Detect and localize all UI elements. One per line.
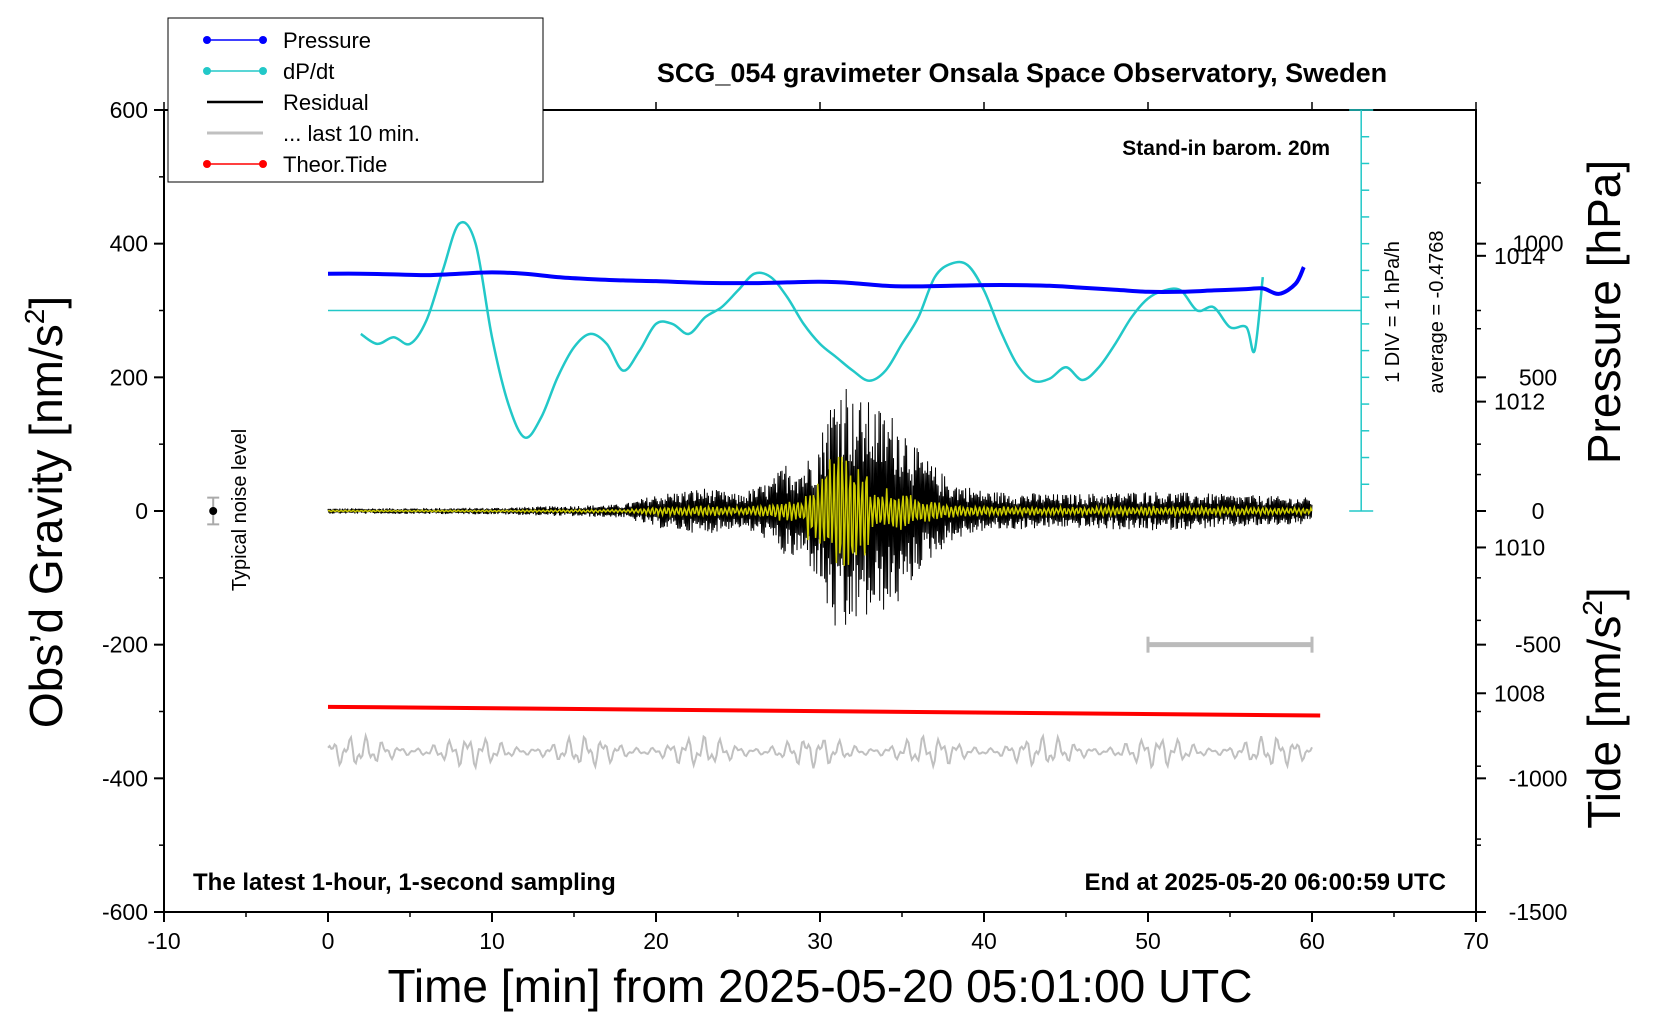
x-tick-label: 50 (1135, 928, 1161, 954)
y-tick-label: 200 (110, 364, 148, 390)
legend-label: dP/dt (283, 59, 334, 84)
legend-label: Pressure (283, 28, 371, 53)
average-label: average = -0.4768 (1426, 231, 1448, 394)
last10-line (327, 731, 1313, 771)
left-axis-label-end: ] (20, 296, 72, 309)
sampling-note: The latest 1-hour, 1-second sampling (193, 869, 616, 896)
x-axis-ticks: -10 0 10 20 30 40 50 60 70 (147, 102, 1489, 954)
y-tick-label: 600 (110, 97, 148, 123)
tide-axis-label-sup: 2 (1577, 600, 1608, 616)
barometer-note: Stand-in barom. 20m (1122, 137, 1330, 160)
y-tick-label: 400 (110, 231, 148, 257)
x-tick-label: 60 (1299, 928, 1325, 954)
dpdt-scale-axis (1349, 109, 1374, 512)
legend-marker (203, 36, 211, 44)
noise-point (209, 507, 218, 515)
x-tick-label: 70 (1463, 928, 1489, 954)
y-tick-label: -600 (102, 899, 148, 925)
legend: Pressure dP/dt Residual ... last 10 min. The… (167, 17, 544, 183)
legend-box (167, 17, 544, 183)
x-axis-label: Time [min] from 2025-05-20 05:01:00 UTC (388, 960, 1253, 1012)
left-axis-label-sup: 2 (19, 309, 50, 325)
tide-tick-label: 0 (1532, 498, 1545, 524)
pressure-axis-label: Pressure [hPa] (1578, 160, 1630, 464)
y-tick-label: 0 (135, 498, 148, 524)
y-tick-label: -200 (102, 632, 148, 658)
legend-marker (203, 160, 211, 168)
x-tick-label: 40 (971, 928, 997, 954)
tide-axis-label-main: Tide [nm/s (1578, 616, 1630, 829)
tide-tick-label: -500 (1515, 632, 1561, 658)
pressure-axis-ticks: 1008 1010 1012 1014 (1476, 182, 1545, 840)
legend-label: Residual (283, 90, 369, 115)
tide-tick-label: 500 (1519, 364, 1557, 390)
tide-tick-label: -1500 (1509, 899, 1568, 925)
legend-label: ... last 10 min. (283, 121, 420, 146)
series-layer (207, 220, 1362, 771)
tide-tick-label: 1000 (1512, 231, 1563, 257)
legend-marker (259, 36, 267, 44)
residual-line (327, 388, 1313, 626)
chart-title: SCG_054 gravimeter Onsala Space Observat… (657, 58, 1387, 88)
left-axis-ticks: -600 -400 -200 0 200 400 600 (102, 97, 164, 925)
x-tick-label: -10 (147, 928, 180, 954)
tide-axis-ticks: -1500 -1000 -500 0 500 1000 (1476, 231, 1567, 925)
tide-line (327, 704, 1321, 718)
residual-smoothed-line (327, 456, 1313, 566)
legend-items: Pressure dP/dt Residual ... last 10 min. The… (203, 28, 420, 177)
noise-label: Typical noise level (229, 429, 251, 591)
tide-axis-label: Tide [nm/s2] (1577, 587, 1630, 828)
x-tick-label: 10 (479, 928, 505, 954)
x-tick-label: 20 (643, 928, 669, 954)
y-tick-label: -400 (102, 765, 148, 791)
tide-tick-label: -1000 (1509, 765, 1568, 791)
pressure-tick-label: 1010 (1494, 534, 1545, 560)
dpdt-line (360, 220, 1265, 439)
pressure-tick-label: 1014 (1494, 243, 1545, 269)
pressure-tick-label: 1012 (1494, 389, 1545, 415)
left-axis-label-main: Obs’d Gravity [nm/s (20, 324, 72, 728)
legend-marker (203, 67, 211, 75)
legend-label: Theor.Tide (283, 152, 387, 177)
pressure-tick-label: 1008 (1494, 680, 1545, 706)
left-axis-label: Obs’d Gravity [nm/s2] (19, 296, 72, 728)
end-time-note: End at 2025-05-20 06:00:59 UTC (1085, 869, 1447, 896)
pressure-line (327, 266, 1306, 296)
tide-axis-label-end: ] (1578, 587, 1630, 600)
div-label: 1 DIV = 1 hPa/h (1382, 241, 1404, 383)
x-tick-label: 30 (807, 928, 833, 954)
legend-marker (259, 67, 267, 75)
x-tick-label: 0 (322, 928, 335, 954)
legend-marker (259, 160, 267, 168)
